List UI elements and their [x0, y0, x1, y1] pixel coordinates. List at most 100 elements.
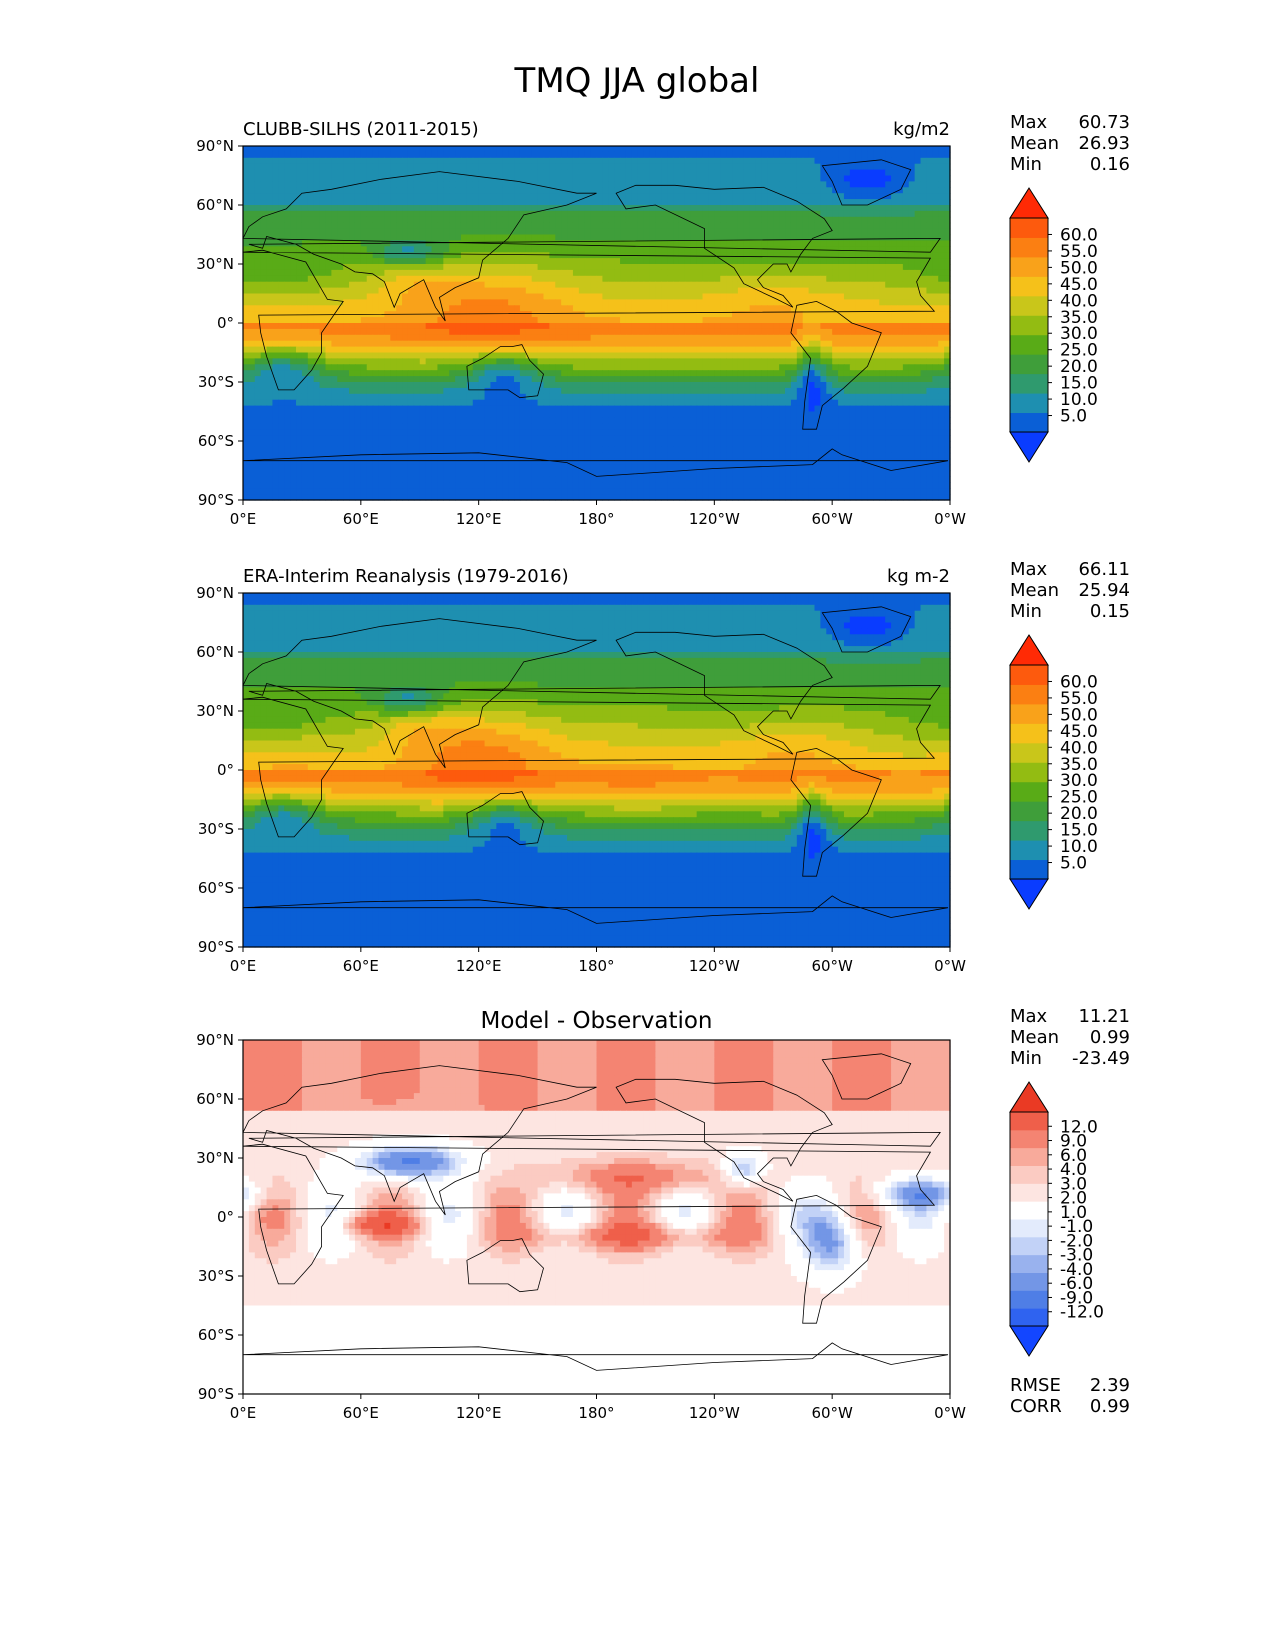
field-cell	[703, 252, 709, 259]
field-cell	[732, 258, 738, 265]
field-cell	[608, 229, 614, 236]
field-cell	[661, 323, 667, 330]
field-cell	[426, 229, 432, 236]
field-cell	[490, 246, 496, 253]
field-cell	[290, 347, 296, 354]
field-cell	[844, 170, 850, 177]
field-cell	[278, 323, 284, 330]
field-cell	[926, 176, 932, 183]
field-cell	[791, 252, 797, 259]
field-cell	[856, 170, 862, 177]
field-cell	[361, 187, 367, 194]
field-cell	[249, 323, 255, 330]
field-cell	[644, 187, 650, 194]
field-cell	[655, 211, 661, 218]
field-cell	[290, 264, 296, 271]
field-cell	[432, 258, 438, 265]
field-cell	[703, 329, 709, 336]
field-cell	[314, 152, 320, 159]
field-cell	[891, 199, 897, 206]
field-cell	[490, 341, 496, 348]
field-cell	[485, 170, 491, 177]
field-cell	[756, 176, 762, 183]
field-cell	[632, 347, 638, 354]
field-cell	[414, 258, 420, 265]
field-cell	[750, 276, 756, 283]
field-cell	[520, 235, 526, 242]
field-cell	[685, 240, 691, 247]
field-cell	[809, 347, 815, 354]
field-cell	[626, 235, 632, 242]
field-cell	[844, 229, 850, 236]
field-cell	[449, 264, 455, 271]
field-cell	[337, 164, 343, 171]
field-cell	[396, 264, 402, 271]
field-cell	[650, 211, 656, 218]
field-cell	[249, 193, 255, 200]
field-cell	[868, 317, 874, 324]
field-cell	[490, 288, 496, 295]
field-cell	[626, 288, 632, 295]
field-cell	[573, 317, 579, 324]
field-cell	[320, 317, 326, 324]
field-cell	[508, 217, 514, 224]
field-cell	[443, 146, 449, 153]
field-cell	[932, 323, 938, 330]
field-cell	[573, 170, 579, 177]
field-cell	[903, 217, 909, 224]
field-cell	[614, 146, 620, 153]
field-cell	[679, 329, 685, 336]
field-cell	[779, 217, 785, 224]
field-cell	[868, 335, 874, 342]
field-cell	[838, 270, 844, 277]
field-cell	[261, 347, 267, 354]
field-cell	[355, 170, 361, 177]
field-cell	[414, 305, 420, 312]
field-cell	[661, 199, 667, 206]
field-cell	[514, 158, 520, 165]
field-cell	[473, 246, 479, 253]
field-cell	[520, 305, 526, 312]
field-cell	[679, 288, 685, 295]
field-cell	[514, 294, 520, 301]
field-cell	[420, 158, 426, 165]
field-cell	[532, 323, 538, 330]
field-cell	[915, 170, 921, 177]
field-cell	[443, 176, 449, 183]
field-cell	[414, 264, 420, 271]
field-cell	[703, 347, 709, 354]
field-cell	[455, 235, 461, 242]
field-cell	[673, 181, 679, 188]
field-cell	[543, 353, 549, 360]
field-cell	[261, 205, 267, 212]
field-cell	[644, 229, 650, 236]
field-cell	[756, 341, 762, 348]
field-cell	[856, 158, 862, 165]
field-cell	[797, 240, 803, 247]
field-cell	[414, 270, 420, 277]
field-cell	[862, 164, 868, 171]
field-cell	[844, 193, 850, 200]
field-cell	[502, 211, 508, 218]
field-cell	[891, 176, 897, 183]
field-cell	[402, 305, 408, 312]
field-cell	[543, 217, 549, 224]
field-cell	[437, 341, 443, 348]
field-cell	[856, 264, 862, 271]
field-cell	[337, 288, 343, 295]
field-cell	[921, 353, 927, 360]
field-cell	[367, 217, 373, 224]
field-cell	[844, 282, 850, 289]
field-cell	[373, 217, 379, 224]
field-cell	[814, 264, 820, 271]
field-cell	[479, 323, 485, 330]
field-cell	[785, 152, 791, 159]
field-cell	[632, 264, 638, 271]
field-cell	[814, 152, 820, 159]
field-cell	[278, 270, 284, 277]
field-cell	[538, 294, 544, 301]
field-cell	[325, 152, 331, 159]
field-cell	[850, 211, 856, 218]
field-cell	[644, 270, 650, 277]
field-cell	[255, 158, 261, 165]
